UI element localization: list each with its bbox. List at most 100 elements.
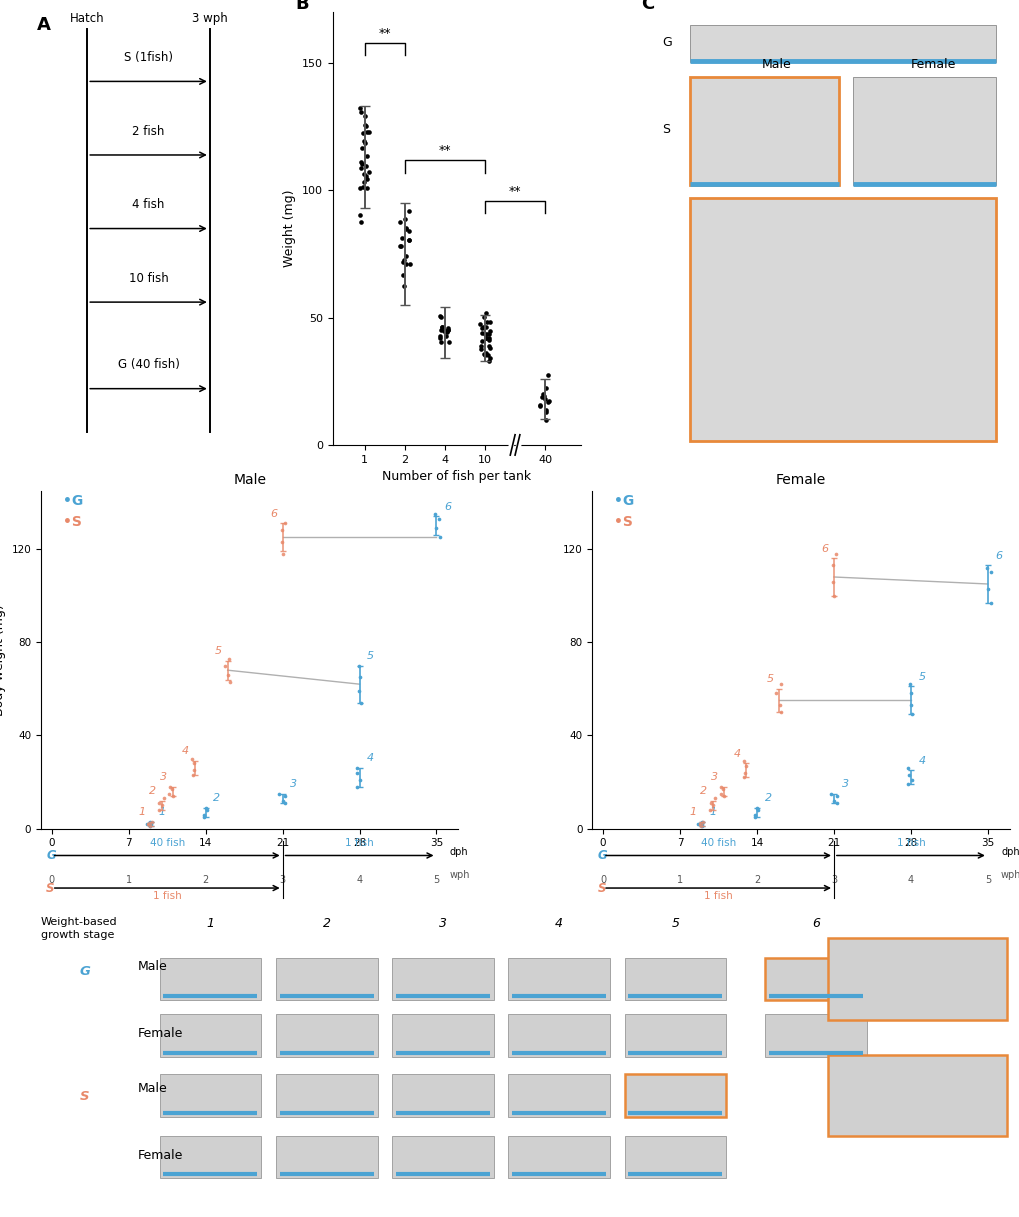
- Point: [352, 206, 368, 225]
- Point: [354, 155, 370, 174]
- Point: [391, 236, 408, 256]
- Point: [358, 169, 374, 189]
- Point: [536, 387, 552, 406]
- Point: [767, 684, 784, 703]
- Text: 6: 6: [270, 509, 277, 518]
- Point: [357, 107, 373, 127]
- Text: S (1fish): S (1fish): [124, 51, 173, 65]
- Point: [353, 692, 369, 712]
- Point: [481, 348, 497, 368]
- Text: 5: 5: [765, 674, 772, 684]
- Point: [481, 336, 497, 355]
- Point: [736, 763, 752, 783]
- Point: [694, 812, 710, 831]
- Point: [474, 318, 490, 337]
- Point: [221, 672, 237, 691]
- FancyBboxPatch shape: [827, 1055, 1007, 1137]
- Point: [538, 410, 554, 430]
- Point: [358, 122, 374, 141]
- Point: [141, 814, 157, 834]
- Point: [428, 518, 444, 538]
- Point: [477, 346, 493, 365]
- Text: S: S: [661, 123, 669, 135]
- Point: [899, 758, 915, 778]
- Point: [478, 329, 494, 348]
- Point: [217, 656, 233, 675]
- Text: 5: 5: [983, 875, 990, 885]
- Point: [356, 172, 372, 191]
- Point: [356, 131, 372, 151]
- Point: [392, 236, 409, 256]
- Point: [351, 682, 367, 701]
- Point: [432, 332, 448, 352]
- Point: [353, 158, 369, 178]
- Text: 4: 4: [367, 753, 374, 763]
- Point: [276, 514, 292, 533]
- Point: [481, 321, 497, 341]
- Point: [473, 319, 489, 338]
- Point: [704, 796, 720, 815]
- Point: [395, 276, 412, 296]
- Point: [476, 324, 492, 343]
- X-axis label: Number of fish per tank: Number of fish per tank: [382, 470, 531, 483]
- Text: 1 fish: 1 fish: [153, 891, 181, 901]
- Point: [692, 814, 708, 834]
- Point: [359, 179, 375, 198]
- Point: [439, 320, 455, 340]
- Point: [277, 786, 293, 806]
- Point: [431, 528, 447, 548]
- Text: B: B: [296, 0, 309, 13]
- Point: [274, 521, 290, 540]
- Text: 1 fish: 1 fish: [344, 839, 374, 848]
- Point: [393, 228, 410, 247]
- Point: [357, 116, 373, 135]
- Point: [437, 321, 453, 341]
- Point: [277, 793, 293, 813]
- Point: [352, 179, 368, 198]
- Text: S: S: [79, 1090, 89, 1104]
- Point: [361, 162, 377, 181]
- Text: 1: 1: [138, 807, 145, 817]
- Point: [902, 695, 918, 714]
- Text: Hatch: Hatch: [70, 12, 105, 26]
- Point: [712, 784, 729, 803]
- FancyBboxPatch shape: [764, 1015, 866, 1056]
- Point: [827, 793, 844, 813]
- Point: [151, 801, 167, 820]
- Text: 2: 2: [213, 793, 220, 803]
- FancyBboxPatch shape: [764, 958, 866, 1000]
- Text: 6: 6: [811, 918, 819, 931]
- Text: 2: 2: [149, 786, 156, 796]
- Text: 4: 4: [733, 748, 740, 758]
- Text: 4: 4: [356, 875, 363, 885]
- Point: [220, 666, 236, 685]
- FancyBboxPatch shape: [159, 1135, 261, 1178]
- FancyBboxPatch shape: [275, 1075, 377, 1116]
- Point: [355, 178, 371, 197]
- Title: Female: Female: [775, 473, 825, 487]
- Text: 40 fish: 40 fish: [150, 839, 184, 848]
- Point: [735, 751, 751, 770]
- Point: [353, 212, 369, 231]
- Point: [352, 99, 368, 118]
- Text: 10 fish: 10 fish: [128, 271, 168, 285]
- FancyBboxPatch shape: [391, 1135, 493, 1178]
- Point: [361, 122, 377, 141]
- Point: [161, 776, 177, 796]
- Point: [198, 798, 214, 818]
- FancyBboxPatch shape: [853, 77, 995, 185]
- Text: 2: 2: [753, 875, 759, 885]
- Point: [141, 814, 157, 834]
- Point: [473, 336, 489, 355]
- Point: [164, 786, 180, 806]
- FancyBboxPatch shape: [275, 958, 377, 1000]
- Text: A: A: [37, 17, 50, 34]
- Text: **: **: [438, 145, 450, 157]
- Text: Male: Male: [138, 1082, 167, 1095]
- Point: [196, 804, 212, 824]
- Point: [348, 763, 365, 783]
- FancyBboxPatch shape: [624, 1075, 726, 1116]
- FancyBboxPatch shape: [275, 1015, 377, 1056]
- Point: [351, 656, 367, 675]
- Point: [770, 695, 787, 714]
